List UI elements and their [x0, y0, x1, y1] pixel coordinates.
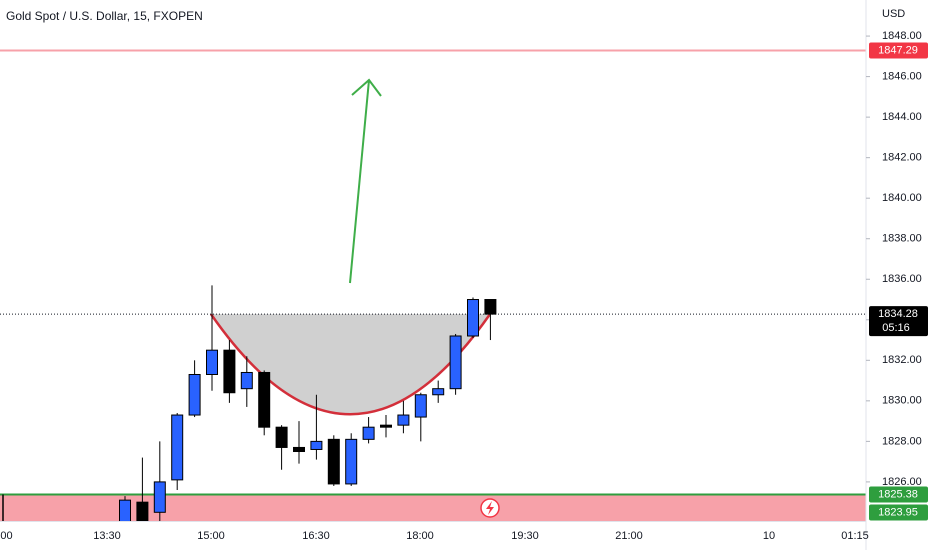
last-price-bg	[869, 306, 928, 337]
x-tick-label: 13:30	[93, 530, 121, 542]
x-tick-label: 16:30	[302, 530, 330, 542]
y-tick-label: 1844.00	[882, 111, 922, 123]
candle-body	[136, 501, 149, 521]
candle-body	[380, 424, 392, 428]
y-tick-label: 1830.00	[882, 395, 922, 407]
zone-bottom-label-bg	[869, 504, 928, 521]
candle-body	[310, 440, 323, 450]
currency: USD	[882, 8, 905, 20]
y-tick-label: 1826.00	[882, 476, 922, 488]
x-tick-label: 18:00	[406, 530, 434, 542]
zone-top-label-bg	[869, 486, 928, 503]
candle-body	[432, 388, 445, 396]
resistance-label-bg	[869, 42, 928, 59]
zone-top-label: 1825.38	[878, 488, 918, 500]
y-tick-label: 1836.00	[882, 273, 922, 285]
y-tick-label: 1832.00	[882, 354, 922, 366]
event-bolt	[486, 501, 494, 515]
candle-body	[258, 371, 271, 428]
candle-body	[188, 373, 201, 416]
candle-body	[206, 349, 218, 375]
candle-body	[275, 426, 288, 448]
candle-body	[240, 371, 253, 390]
candle-body	[119, 499, 131, 521]
candle-body	[153, 481, 166, 513]
chart-title: Gold Spot / U.S. Dollar, 15, FXOPEN	[6, 9, 203, 23]
candle-body	[293, 446, 305, 453]
candle-body	[484, 299, 497, 315]
y-tick-label: 1828.00	[882, 435, 922, 447]
x-tick-label: 15:00	[197, 530, 225, 542]
x-tick-label: 10	[763, 530, 775, 542]
candle-body	[467, 299, 479, 337]
y-tick-label: 1840.00	[882, 192, 922, 204]
countdown-label: 05:16	[882, 322, 910, 334]
arrow	[349, 78, 382, 284]
y-tick-label: 1846.00	[882, 71, 922, 83]
x-tick-label: :00	[0, 530, 13, 542]
y-tick-label: 1842.00	[882, 152, 922, 164]
candle-body	[171, 414, 184, 481]
candle-body	[223, 349, 236, 394]
y-tick-label: 1848.00	[882, 30, 922, 42]
x-tick-label: 21:00	[615, 530, 643, 542]
zone-bottom-label: 1823.95	[878, 506, 918, 518]
last-price-label: 1834.28	[878, 308, 918, 320]
candle-body	[449, 335, 462, 390]
x-tick-label: 19:30	[511, 530, 539, 542]
candle-body	[327, 438, 340, 485]
candle-body	[362, 426, 375, 440]
candle-body	[345, 438, 358, 485]
x-tick-label: 01:15	[841, 530, 869, 542]
resistance-label: 1847.29	[878, 44, 918, 56]
candle-body	[414, 394, 427, 418]
candle-body	[397, 414, 410, 426]
plot-area	[0, 49, 866, 521]
y-tick-label: 1838.00	[882, 233, 922, 245]
